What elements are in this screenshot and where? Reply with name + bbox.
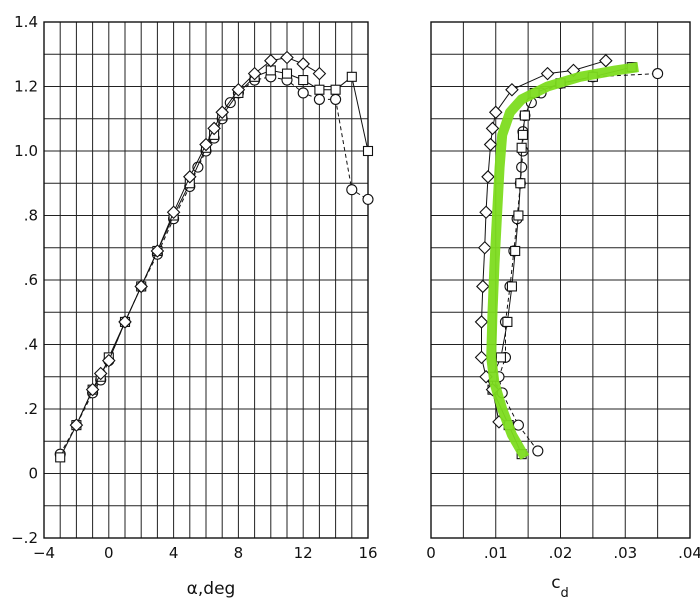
data-point-square (517, 129, 528, 140)
data-point-diamond (599, 53, 613, 68)
x-tick-label: 8 (234, 544, 244, 562)
data-point-diamond (69, 418, 84, 432)
data-point-square (513, 210, 524, 221)
data-point-diamond (505, 82, 519, 97)
data-point-diamond (540, 66, 555, 81)
data-point-square (362, 145, 374, 157)
x-axis-label-alpha: α,deg (187, 579, 236, 599)
data-point-square (516, 142, 527, 153)
data-point-circle (330, 93, 342, 105)
y-tick-label: 1.0 (14, 142, 38, 160)
x-axis-label-cd-main: c (551, 573, 560, 593)
x-tick-label: .04 (678, 544, 700, 562)
data-point-diamond (479, 205, 493, 220)
y-tick-label: .8 (24, 207, 38, 225)
data-point-square (314, 84, 325, 95)
y-tick-label: 1.2 (14, 78, 38, 96)
x-tick-label: 12 (294, 544, 313, 562)
data-point-diamond (264, 53, 278, 68)
data-point-diamond (207, 121, 221, 136)
lift-vs-drag-panel: 0 .01 .02 .03 .04 (426, 21, 700, 562)
data-point-square (502, 316, 513, 327)
x-tick-label: −4 (33, 544, 55, 562)
data-point-circle (346, 184, 358, 196)
data-point-circle (516, 161, 528, 173)
data-point-diamond (85, 382, 100, 397)
data-point-diamond (93, 366, 108, 381)
data-point-diamond (488, 105, 503, 120)
data-point-square (495, 352, 506, 363)
y-tick-label: .4 (24, 336, 38, 354)
x-tick-label: 16 (358, 544, 377, 562)
data-point-diamond (247, 66, 262, 81)
plot-frame (43, 21, 369, 539)
data-point-square (298, 75, 309, 86)
data-point-square (330, 84, 341, 95)
x-tick-label: .01 (484, 544, 508, 562)
data-point-diamond (199, 137, 213, 152)
data-point-circle (297, 87, 309, 99)
data-point-diamond (474, 315, 489, 329)
data-point-diamond (485, 121, 500, 136)
y-tick-label: −.2 (11, 529, 38, 547)
data-point-diamond (150, 244, 165, 258)
data-point-square (519, 110, 530, 121)
series-line-diamond (481, 60, 606, 422)
data-point-diamond (312, 66, 327, 81)
data-point-diamond (483, 137, 498, 152)
y-tick-label: .2 (24, 400, 38, 418)
series-line-diamond (75, 56, 320, 426)
highlighted-trend-line (486, 62, 639, 460)
plot-frame (430, 21, 691, 539)
data-point-diamond (476, 279, 490, 294)
data-point-diamond (477, 240, 492, 255)
data-point-circle (313, 93, 325, 105)
data-point-circle (362, 193, 374, 205)
data-point-circle (652, 68, 664, 80)
data-point-square (506, 281, 517, 292)
y-tick-label: 0 (28, 465, 38, 483)
lift-vs-alpha-panel: −4 0 4 8 12 16 −.2 0 .2 .4 .6 .8 1.0 1.2 1.4 (11, 13, 377, 562)
data-point-diamond (118, 315, 132, 329)
x-tick-label: 4 (169, 544, 179, 562)
y-tick-label: 1.4 (14, 13, 38, 31)
data-point-square (55, 452, 66, 463)
data-point-diamond (134, 279, 148, 294)
data-point-square (281, 68, 293, 79)
data-point-diamond (296, 57, 310, 71)
x-tick-label: .03 (613, 544, 637, 562)
data-point-diamond (481, 170, 495, 184)
data-point-diamond (166, 205, 181, 220)
data-point-diamond (474, 350, 489, 365)
x-tick-label: 0 (104, 544, 114, 562)
x-axis-label-cd: cd (551, 573, 569, 601)
data-point-square (515, 178, 526, 189)
data-point-diamond (231, 82, 246, 97)
data-point-circle (532, 445, 544, 457)
data-point-diamond (183, 170, 197, 184)
x-tick-label: 0 (426, 544, 436, 562)
series-line-square (492, 66, 632, 455)
x-tick-label: .02 (549, 544, 573, 562)
data-point-diamond (102, 353, 116, 368)
data-point-square (510, 245, 521, 257)
data-point-square (346, 71, 357, 82)
x-axis-label-cd-sub: d (561, 586, 569, 601)
data-point-diamond (280, 50, 294, 65)
y-tick-label: .6 (24, 271, 38, 289)
data-point-diamond (215, 105, 229, 120)
